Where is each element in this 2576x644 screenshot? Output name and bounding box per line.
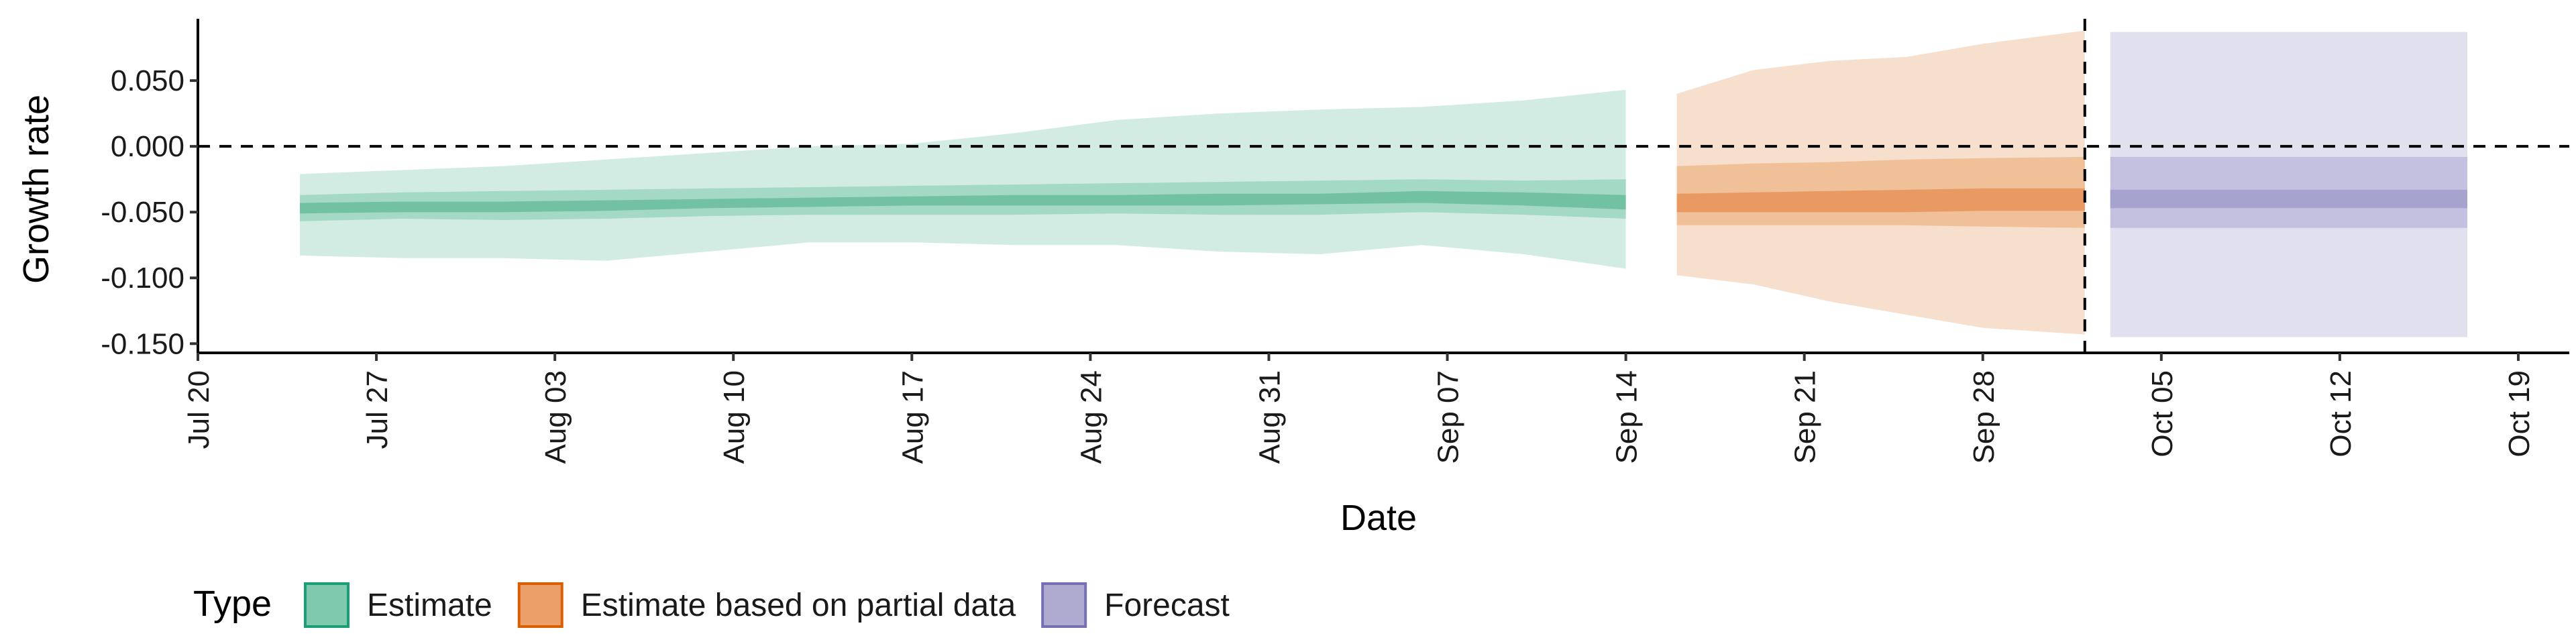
legend-swatch-forecast xyxy=(1041,582,1087,628)
legend-title: Type xyxy=(193,584,272,624)
legend: Type Estimate Estimate based on partial d… xyxy=(193,582,1230,628)
y-tick-label: 0.000 xyxy=(111,130,184,163)
estimate-based-on-partial-data-band-inner xyxy=(1676,188,2085,213)
y-tick-label: -0.050 xyxy=(101,196,184,229)
y-tick-label: 0.050 xyxy=(111,64,184,97)
y-tick-label: -0.150 xyxy=(101,327,184,360)
x-tick-label: Oct 12 xyxy=(2324,370,2357,458)
y-tick-label: -0.100 xyxy=(101,262,184,294)
estimate-band-outer xyxy=(300,89,1626,269)
forecast-band-inner xyxy=(2110,189,2467,209)
x-tick-label: Oct 19 xyxy=(2503,370,2536,458)
x-tick-label: Aug 31 xyxy=(1254,370,1287,464)
estimate-band-inner xyxy=(300,191,1626,214)
x-tick-label: Sep 14 xyxy=(1611,370,1644,464)
legend-label-estimate: Estimate xyxy=(367,588,492,623)
x-tick-label: Sep 07 xyxy=(1432,370,1465,464)
y-axis-title: Growth rate xyxy=(16,95,56,284)
x-tick-label: Sep 21 xyxy=(1789,370,1822,464)
uncertainty-bands xyxy=(300,30,2467,337)
x-tick-label: Aug 10 xyxy=(718,370,751,464)
x-tick-label: Sep 28 xyxy=(1968,370,2000,464)
x-tick-label: Aug 24 xyxy=(1075,370,1108,464)
x-axis-ticks: Jul 20 Jul 27 Aug 03 Aug 10 Aug 17 Aug 24 Aug … xyxy=(182,353,2536,464)
x-tick-label: Aug 17 xyxy=(896,370,929,464)
legend-swatch-estimate-based-on-partial-data xyxy=(517,582,564,628)
x-axis-title: Date xyxy=(1340,498,1417,538)
x-tick-label: Oct 05 xyxy=(2146,370,2179,458)
reference-lines xyxy=(198,19,2569,353)
axes xyxy=(197,19,2569,354)
x-tick-label: Jul 20 xyxy=(182,370,215,449)
y-axis-ticks: 0.050 0.000 -0.050 -0.100 -0.150 xyxy=(101,64,198,360)
legend-label-forecast: Forecast xyxy=(1104,588,1230,623)
x-tick-label: Jul 27 xyxy=(361,370,394,449)
legend-swatch-estimate xyxy=(304,582,350,628)
x-tick-label: Aug 03 xyxy=(539,370,572,464)
legend-label-estimate-based-on-partial-data: Estimate based on partial data xyxy=(581,588,1016,623)
